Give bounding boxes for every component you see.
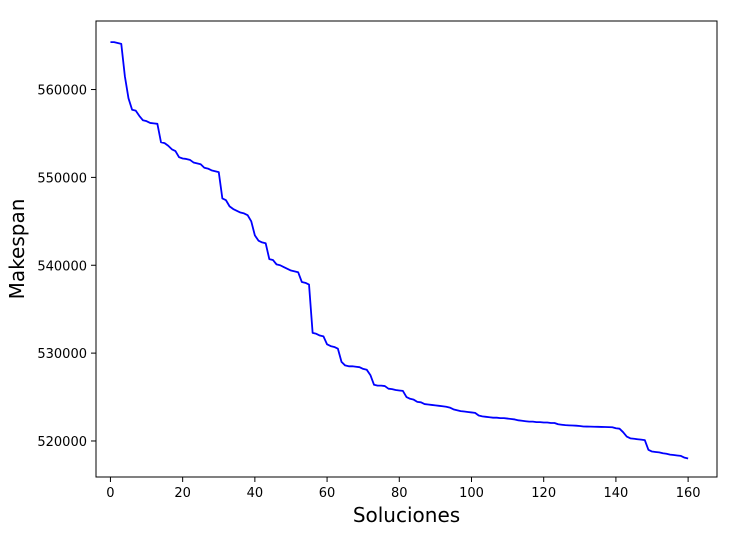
plot-area [110,41,689,460]
y-tick-label: 560000 [37,84,87,99]
x-tick-label: 80 [391,486,408,501]
x-tick-label: 100 [459,486,484,501]
x-tick-label: 20 [174,486,191,501]
y-tick-label: 520000 [37,435,87,450]
y-axis-label: Makespan [5,199,29,300]
x-tick-label: 60 [319,486,336,501]
x-axis-label: Soluciones [353,503,460,527]
x-tick-label: 40 [247,486,264,501]
y-tick-label: 550000 [37,171,87,186]
y-axis-ticks: 520000 530000 540000 550000 560000 [37,84,96,450]
x-tick-label: 120 [531,486,556,501]
plot-frame [95,20,718,478]
x-axis-ticks: 0 20 40 60 80 100 120 140 160 [106,477,701,501]
x-tick-label: 140 [603,486,628,501]
x-tick-label: 160 [676,486,701,501]
x-tick-label: 0 [106,486,114,501]
y-tick-label: 530000 [37,347,87,362]
y-tick-label: 540000 [37,259,87,274]
series-line [110,41,689,460]
